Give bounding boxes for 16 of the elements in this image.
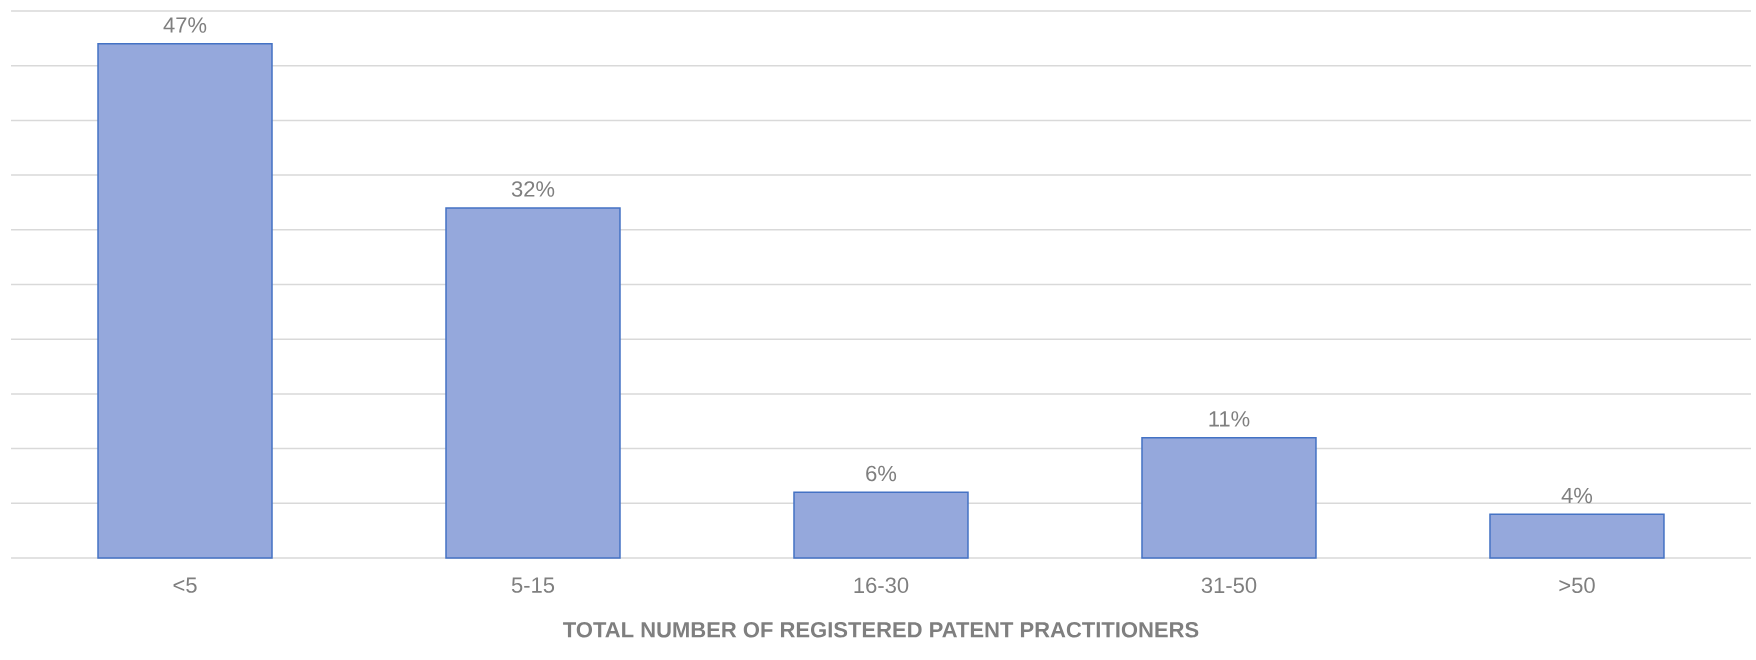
x-tick-label: >50 xyxy=(1559,577,1595,594)
data-label: 47% xyxy=(163,17,207,33)
bar xyxy=(793,491,969,559)
data-label: 6% xyxy=(866,465,897,482)
data-label: 32% xyxy=(511,181,555,197)
x-tick-label: <5 xyxy=(173,577,197,593)
bar xyxy=(97,43,273,559)
bar xyxy=(1141,436,1317,559)
x-axis-title: TOTAL NUMBER OF REGISTERED PATENT PRACTITIONERS xyxy=(563,621,1199,638)
x-tick-label: 16-30 xyxy=(854,577,909,594)
x-tick-label: 31-50 xyxy=(1201,577,1257,594)
data-label: 11% xyxy=(1209,411,1250,427)
bar xyxy=(445,207,621,559)
x-tick-label: 5-15 xyxy=(511,577,555,593)
data-label: 4% xyxy=(1561,487,1593,504)
bar xyxy=(1489,513,1665,559)
